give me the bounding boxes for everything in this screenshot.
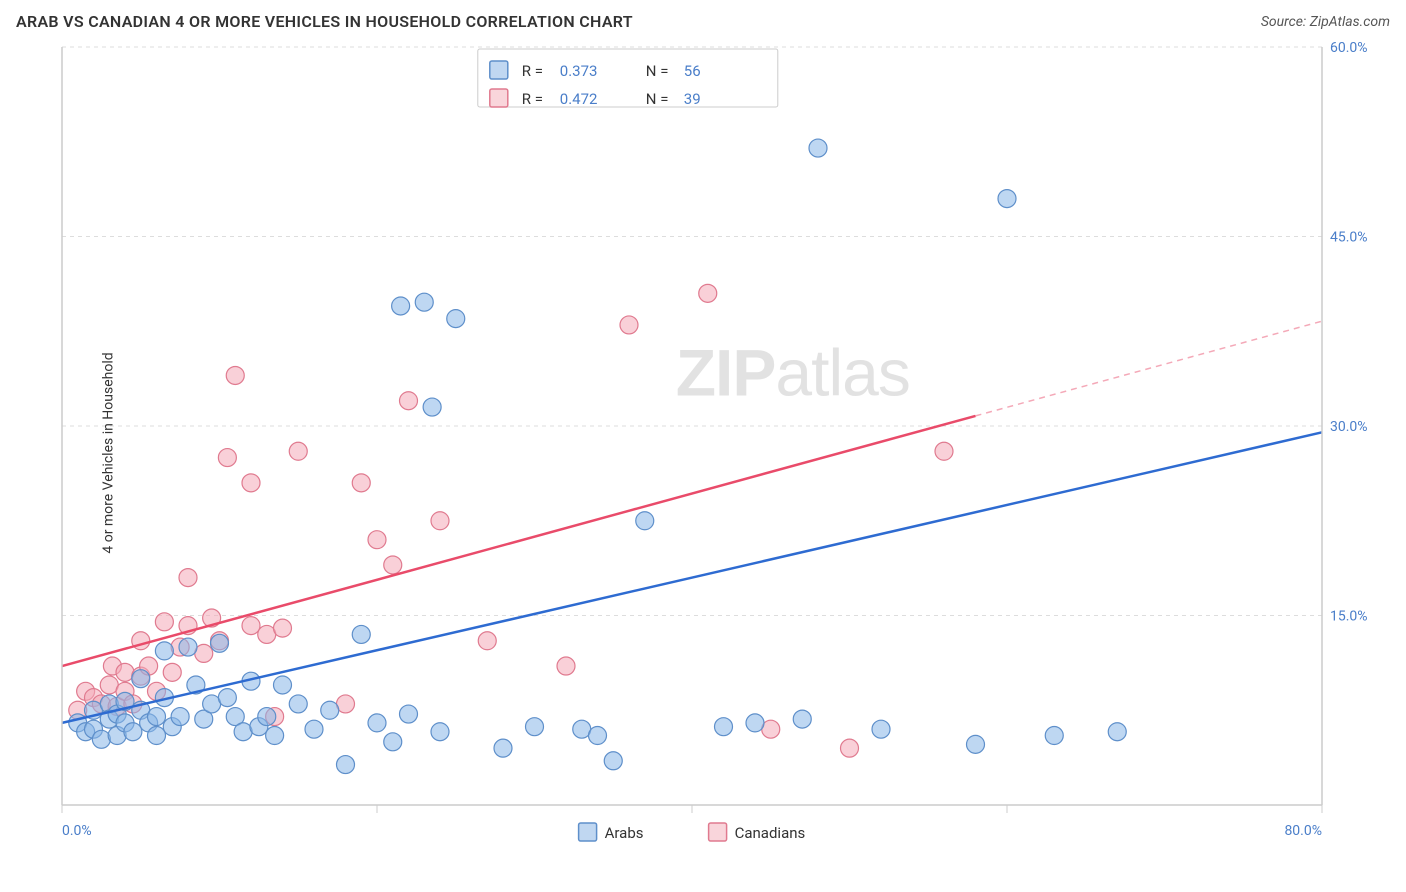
data-point-arab [636,512,654,530]
data-point-arab [148,708,166,726]
data-point-arab [384,733,402,751]
data-point-canadian [478,632,496,650]
legend-series-label: Canadians [735,824,806,842]
data-point-arab [809,139,827,157]
data-point-canadian [274,619,292,637]
data-point-canadian [841,739,859,757]
data-point-canadian [368,531,386,549]
data-point-canadian [226,366,244,384]
scatter-chart: 15.0% 30.0% 45.0% 60.0% ZIPatlas 0.0% 80.0% R =… [12,37,1388,869]
data-point-canadian [289,442,307,460]
legend-n-label: N = [646,90,669,108]
legend-r-value: 0.373 [560,62,598,80]
data-point-arab [400,705,418,723]
chart-header: ARAB VS CANADIAN 4 OR MORE VEHICLES IN H… [12,12,1394,31]
chart-source: Source: ZipAtlas.com [1261,14,1390,30]
data-point-arab [179,638,197,656]
data-point-arab [447,310,465,328]
data-point-canadian [218,449,236,467]
legend-swatch [579,823,597,841]
legend-swatch [490,61,508,79]
y-tick-label: 15.0% [1330,609,1368,625]
watermark: ZIPatlas [676,336,910,410]
data-point-arab [274,676,292,694]
data-point-arab [124,723,142,741]
legend-n-value: 56 [684,62,701,80]
data-point-arab [352,625,370,643]
data-point-arab [494,739,512,757]
legend-r-value: 0.472 [560,90,598,108]
data-point-arab [746,714,764,732]
data-point-canadian [384,556,402,574]
data-point-arab [92,730,110,748]
data-point-arab [967,735,985,753]
data-point-canadian [620,316,638,334]
data-point-canadian [557,657,575,675]
legend-r-label: R = [522,90,543,108]
data-point-canadian [179,569,197,587]
chart-container: 4 or more Vehicles in Household 15.0% 30.… [12,37,1388,869]
legend-n-label: N = [646,62,669,80]
y-tick-label: 60.0% [1330,40,1368,56]
data-point-arab [132,670,150,688]
y-tick-label: 45.0% [1330,230,1368,246]
data-point-arab [1045,727,1063,745]
data-point-arab [258,708,276,726]
data-point-canadian [352,474,370,492]
x-max-label: 80.0% [1284,823,1322,839]
data-point-arab [526,718,544,736]
data-point-canadian [431,512,449,530]
x-min-label: 0.0% [62,823,92,839]
y-tick-label: 30.0% [1330,419,1368,435]
data-point-arab [715,718,733,736]
trend-line-canadian-extrapolated [976,321,1323,416]
data-point-arab [305,720,323,738]
data-point-canadian [699,284,717,302]
data-point-arab [589,727,607,745]
data-point-arab [321,701,339,719]
data-point-arab [872,720,890,738]
data-point-arab [392,297,410,315]
data-point-arab [431,723,449,741]
data-point-arab [415,293,433,311]
data-point-canadian [163,663,181,681]
data-point-arab [266,727,284,745]
legend-series-label: Arabs [605,824,644,842]
data-point-canadian [400,392,418,410]
data-point-arab [793,710,811,728]
data-point-arab [368,714,386,732]
data-point-arab [155,642,173,660]
data-point-canadian [935,442,953,460]
data-point-canadian [155,613,173,631]
data-point-arab [218,689,236,707]
data-point-canadian [242,474,260,492]
data-point-arab [148,727,166,745]
data-point-canadian [242,617,260,635]
data-point-arab [1108,723,1126,741]
chart-title: ARAB VS CANADIAN 4 OR MORE VEHICLES IN H… [16,12,633,31]
data-point-arab [211,634,229,652]
data-point-arab [423,398,441,416]
legend-swatch [709,823,727,841]
data-point-arab [289,695,307,713]
data-point-arab [171,708,189,726]
trend-line-canadian [62,416,976,666]
legend-swatch [490,89,508,107]
legend-n-value: 39 [684,90,701,108]
data-point-arab [998,190,1016,208]
data-point-arab [337,756,355,774]
legend-r-label: R = [522,62,543,80]
y-axis-label: 4 or more Vehicles in Household [101,352,117,553]
data-point-arab [604,752,622,770]
